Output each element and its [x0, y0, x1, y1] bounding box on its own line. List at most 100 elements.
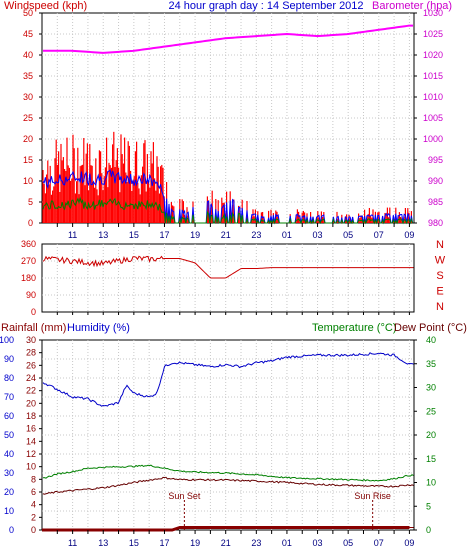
barometer-tick-label: 1025: [423, 29, 443, 39]
temperature-tick-label: 5: [426, 501, 431, 511]
sun-event-label: Sun Set: [168, 491, 201, 501]
temperature-tick-label: 25: [426, 406, 436, 416]
x-tick-label: 15: [129, 230, 139, 240]
rainfall-tick-label: 24: [26, 373, 36, 383]
humidity-tick-label: 20: [4, 487, 14, 497]
windspeed-tick-label: 10: [23, 176, 33, 186]
x-tick-label: 13: [98, 538, 108, 548]
compass-letter: E: [436, 286, 443, 298]
x-tick-label: 09: [404, 230, 414, 240]
rainfall-tick-label: 30: [26, 335, 36, 345]
windspeed-tick-label: 30: [23, 92, 33, 102]
sun-event-label: Sun Rise: [354, 491, 391, 501]
temperature-tick-label: 30: [426, 383, 436, 393]
x-tick-label: 11: [68, 230, 77, 240]
dewpoint-axis-label: Dew Point (°C): [394, 322, 467, 334]
humidity-tick-label: 80: [4, 373, 14, 383]
wind-low-series: [42, 196, 414, 225]
wind-direction-series: [42, 255, 414, 279]
windspeed-tick-label: 15: [23, 155, 33, 165]
compass-letter: N: [436, 301, 444, 313]
rainfall-total-line: [42, 525, 410, 532]
humidity-tick-label: 50: [4, 430, 14, 440]
x-tick-label: 15: [129, 538, 139, 548]
x-tick-label: 17: [159, 538, 169, 548]
humidity-tick-label: 40: [4, 449, 14, 459]
windspeed-tick-label: 50: [23, 8, 33, 18]
humidity-tick-label: 60: [4, 411, 14, 421]
x-tick-label: 09: [404, 538, 414, 548]
rainfall-tick-label: 16: [26, 424, 36, 434]
barometer-tick-label: 995: [428, 155, 443, 165]
windspeed-tick-label: 45: [23, 29, 33, 39]
compass-letter: N: [436, 239, 444, 251]
barometer-tick-label: 990: [428, 176, 443, 186]
direction-tick-label: 90: [26, 290, 36, 300]
rainfall-tick-label: 28: [26, 348, 36, 358]
barometer-line: [43, 24, 413, 54]
x-tick-label: 05: [343, 230, 353, 240]
rainfall-tick-label: 8: [31, 474, 36, 484]
climate-grid: [42, 340, 414, 530]
windspeed-tick-label: 35: [23, 71, 33, 81]
rainfall-tick-label: 0: [31, 525, 36, 535]
rainfall-tick-label: 22: [26, 386, 36, 396]
humidity-tick-label: 90: [4, 354, 14, 364]
x-tick-label: 01: [282, 538, 292, 548]
barometer-tick-label: 1005: [423, 113, 443, 123]
wind-direction-line: [42, 255, 414, 279]
humidity-tick-label: 70: [4, 392, 14, 402]
rainfall-tick-label: 20: [26, 398, 36, 408]
barometer-tick-label: 1020: [423, 50, 443, 60]
rainfall-tick-label: 6: [31, 487, 36, 497]
temperature-line: [42, 464, 414, 482]
windspeed-tick-label: 0: [28, 218, 33, 228]
x-tick-label: 19: [190, 230, 200, 240]
compass-letter: S: [436, 270, 443, 282]
direction-tick-label: 180: [21, 273, 36, 283]
x-tick-label: 17: [159, 230, 169, 240]
rainfall-tick-label: 4: [31, 500, 36, 510]
x-tick-label: 21: [221, 230, 231, 240]
x-tick-label: 21: [221, 538, 231, 548]
x-tick-label: 07: [374, 230, 384, 240]
barometer-tick-label: 1000: [423, 134, 443, 144]
chart-title: 24 hour graph day : 14 September 2012: [168, 0, 363, 12]
x-tick-label: 03: [313, 230, 323, 240]
humidity-tick-label: 100: [0, 335, 14, 345]
dewpoint-line: [42, 476, 414, 495]
rainfall-tick-label: 26: [26, 360, 36, 370]
wind-low-line: [42, 196, 414, 225]
windspeed-axis-label: Windspeed (kph): [4, 0, 87, 12]
windspeed-tick-label: 40: [23, 50, 33, 60]
barometer-tick-label: 980: [428, 218, 443, 228]
x-tick-label: 19: [190, 538, 200, 548]
climate-series: [42, 352, 414, 532]
humidity-line: [42, 352, 414, 407]
temperature-tick-label: 20: [426, 430, 436, 440]
temperature-axis-label: Temperature (°C): [312, 322, 396, 334]
barometer-axis-label: Barometer (hpa): [372, 0, 452, 12]
humidity-tick-label: 0: [9, 525, 14, 535]
temperature-tick-label: 35: [426, 359, 436, 369]
x-tick-label: 23: [251, 538, 261, 548]
rainfall-axis-label: Rainfall (mm): [1, 322, 66, 334]
barometer-tick-label: 1010: [423, 92, 443, 102]
compass-letter: W: [435, 255, 446, 267]
x-tick-label: 03: [313, 538, 323, 548]
x-tick-label: 11: [68, 538, 77, 548]
barometer-series: [43, 24, 413, 54]
temperature-tick-label: 10: [426, 478, 436, 488]
barometer-tick-label: 985: [428, 197, 443, 207]
humidity-axis-label: Humidity (%): [67, 322, 130, 334]
x-tick-label: 13: [98, 230, 108, 240]
rainfall-tick-label: 12: [26, 449, 36, 459]
barometer-tick-label: 1030: [423, 8, 443, 18]
rainfall-tick-label: 14: [26, 436, 36, 446]
rainfall-tick-label: 10: [26, 462, 36, 472]
x-tick-label: 05: [343, 538, 353, 548]
windspeed-tick-label: 20: [23, 134, 33, 144]
rainfall-tick-label: 2: [31, 512, 36, 522]
